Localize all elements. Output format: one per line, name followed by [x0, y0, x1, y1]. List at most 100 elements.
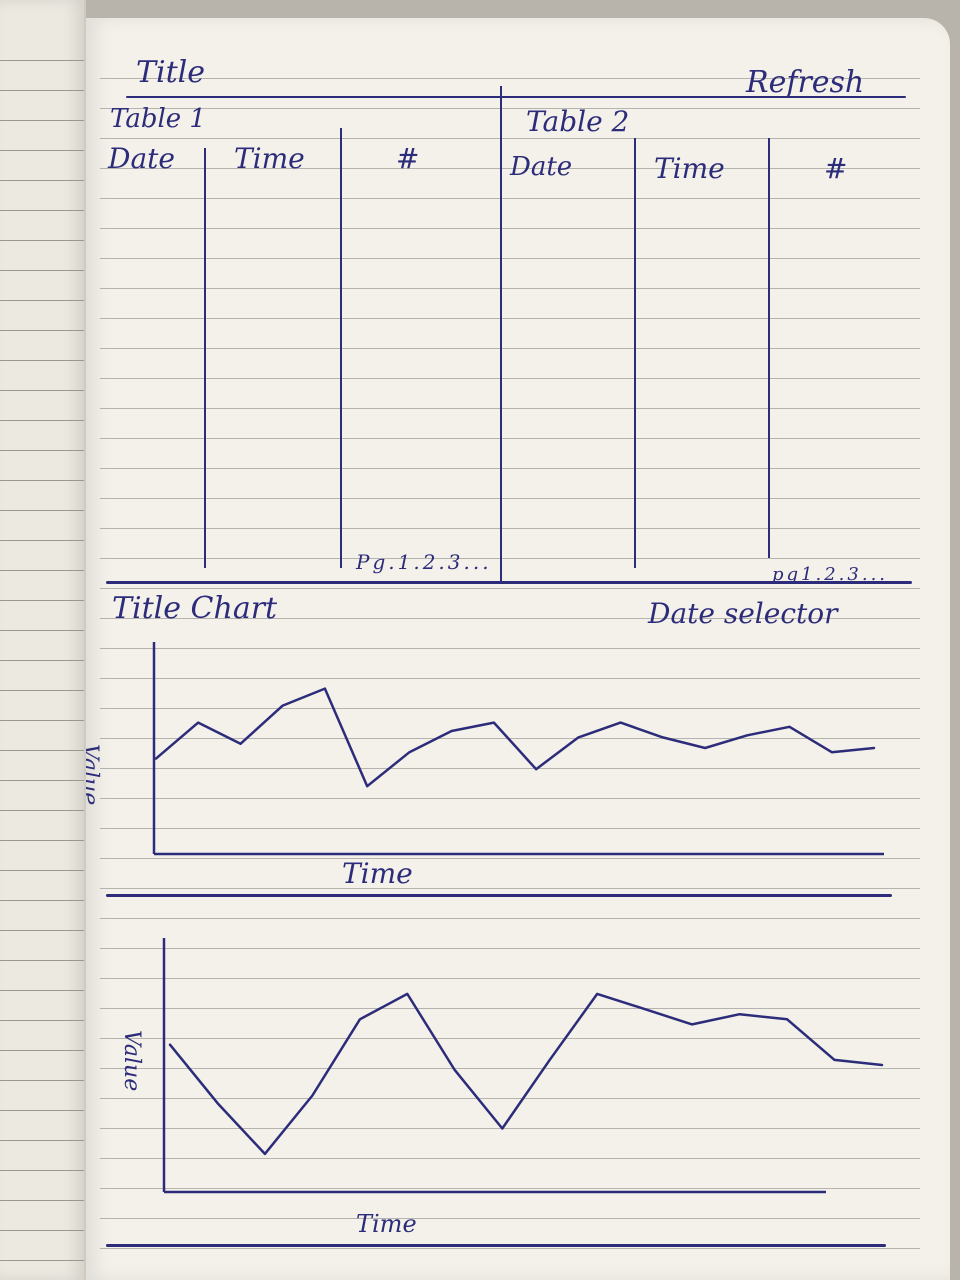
left-page-rule-line: [0, 990, 84, 991]
notebook-rule-line: [100, 408, 920, 409]
table2-header-time: Time: [654, 152, 725, 185]
notebook-rule-line: [100, 228, 920, 229]
table2: Date Time #: [504, 138, 914, 578]
left-page-rule-line: [0, 1080, 84, 1081]
notebook-rule-line: [100, 918, 920, 919]
notebook-rule-line: [100, 378, 920, 379]
left-page-rule-line: [0, 270, 84, 271]
left-page-rule-line: [0, 540, 84, 541]
notebook-rule-line: [100, 618, 920, 619]
left-page-rule-line: [0, 750, 84, 751]
notebook-rule-line: [100, 78, 920, 79]
notebook-rule-line: [100, 1248, 920, 1249]
left-page-rule-line: [0, 330, 84, 331]
notebook-rule-line: [100, 1098, 920, 1099]
chart2-xlabel: Time: [356, 1210, 417, 1238]
table1-header-count: #: [396, 142, 420, 175]
left-page-rule-line: [0, 660, 84, 661]
notebook-rule-line: [100, 468, 920, 469]
notebook-rule-line: [100, 558, 920, 559]
left-page-rule-line: [0, 420, 84, 421]
notebook-rule-line: [100, 1128, 920, 1129]
table1-pagination[interactable]: Pg.1.2.3...: [356, 550, 492, 574]
chart1-svg: [152, 642, 884, 856]
table1-header-time: Time: [234, 142, 305, 175]
left-page-rule-line: [0, 360, 84, 361]
left-page-rule-line: [0, 720, 84, 721]
table2-title: Table 2: [526, 105, 630, 138]
notebook-rule-line: [100, 948, 920, 949]
notebook-rule-line: [100, 708, 920, 709]
chart1-xlabel: Time: [342, 857, 413, 890]
left-page-rule-line: [0, 630, 84, 631]
notebook-rule-line: [100, 318, 920, 319]
left-page-rule-line: [0, 600, 84, 601]
left-page-rule-line: [0, 1020, 84, 1021]
series-line: [168, 992, 884, 1156]
left-page-rule-line: [0, 60, 84, 61]
notebook-rule-line: [100, 1188, 920, 1189]
chart2-svg: [162, 938, 884, 1194]
table1: Date Time #: [106, 128, 506, 568]
notebook-rule-line: [100, 108, 920, 109]
left-page-rule-line: [0, 570, 84, 571]
left-page-rule-line: [0, 690, 84, 691]
page-title: Title: [136, 55, 206, 90]
notebook-rule-line: [100, 258, 920, 259]
chart1-panel: Value Time: [86, 634, 916, 894]
left-page-rule-line: [0, 1170, 84, 1171]
notebook-rule-line: [100, 1068, 920, 1069]
date-selector[interactable]: Date selector: [648, 597, 838, 630]
notebook-rule-line: [100, 1008, 920, 1009]
left-page-rule-line: [0, 1050, 84, 1051]
notebook-rule-line: [100, 1158, 920, 1159]
notebook-rule-line: [100, 828, 920, 829]
notebook-rule-line: [100, 438, 920, 439]
table2-header-count: #: [824, 152, 848, 185]
table2-header-date: Date: [510, 152, 573, 182]
table2-divider-2: [768, 138, 770, 558]
left-page-rule-line: [0, 450, 84, 451]
notebook-rule-line: [100, 1218, 920, 1219]
left-page-rule-line: [0, 1140, 84, 1141]
left-page-rule-line: [0, 210, 84, 211]
table1-title: Table 1: [110, 104, 206, 134]
left-page-rule-line: [0, 480, 84, 481]
left-page-rule-line: [0, 510, 84, 511]
left-page-rule-line: [0, 930, 84, 931]
left-page-rule-line: [0, 300, 84, 301]
bottom-divider: [106, 1244, 886, 1247]
notebook-rule-line: [100, 738, 920, 739]
notebook-rule-line: [100, 858, 920, 859]
left-page-rule-line: [0, 150, 84, 151]
notebook-rule-line: [100, 198, 920, 199]
table1-header-date: Date: [108, 142, 175, 175]
left-page-rule-line: [0, 840, 84, 841]
left-page-rule-line: [0, 960, 84, 961]
notebook-rule-line: [100, 288, 920, 289]
table1-divider-2: [340, 128, 342, 568]
dashboard-sketch-page: Title Refresh Table 1 Date Time # Pg.1.2…: [86, 18, 950, 1280]
tables-divider: [106, 581, 912, 584]
left-page-rule-line: [0, 120, 84, 121]
notebook-rule-line: [100, 348, 920, 349]
notebook-rule-line: [100, 678, 920, 679]
series-line: [154, 687, 876, 788]
table-split-divider: [500, 86, 502, 584]
left-page-rule-line: [0, 780, 84, 781]
table1-divider-1: [204, 148, 206, 568]
notebook-rule-line: [100, 888, 920, 889]
left-page-rule-line: [0, 240, 84, 241]
notebook-rule-line: [100, 1038, 920, 1039]
chart2-ylabel: Value: [119, 1030, 144, 1092]
table2-pagination[interactable]: pg1.2.3...: [772, 564, 889, 585]
chart-section-title: Title Chart: [112, 591, 278, 626]
notebook-rule-line: [100, 768, 920, 769]
charts-divider: [106, 894, 892, 897]
refresh-button[interactable]: Refresh: [746, 65, 865, 100]
chart2-panel: Value Time: [106, 920, 916, 1240]
left-page-rule-line: [0, 390, 84, 391]
left-page-rule-line: [0, 180, 84, 181]
left-facing-page: [0, 0, 86, 1280]
chart1-ylabel: Value: [86, 744, 102, 806]
